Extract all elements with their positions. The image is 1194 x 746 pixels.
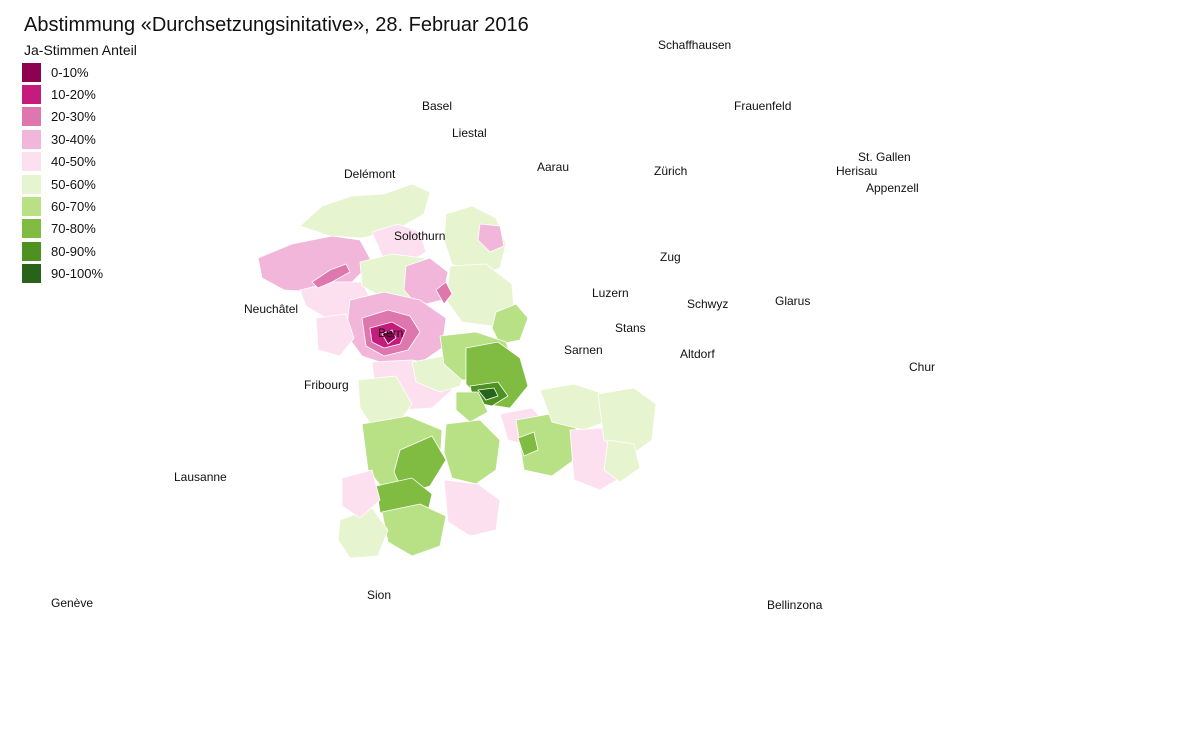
legend-item: 30-40% [22, 128, 103, 150]
legend-label: 60-70% [51, 199, 96, 215]
city-label: Schaffhausen [658, 38, 731, 52]
city-label: Neuchâtel [244, 302, 298, 316]
legend: 0-10% 10-20% 20-30% 30-40% 40-50% 50-60%… [22, 61, 103, 285]
city-label: Solothurn [394, 229, 445, 243]
region-gstaad [337, 507, 389, 559]
region-oberaargau [443, 205, 507, 277]
city-label: Sarnen [564, 343, 603, 357]
city-label: Fribourg [304, 378, 349, 392]
region-frutigen [443, 479, 501, 537]
canton-bern-municipalities [257, 183, 657, 559]
city-label: Zürich [654, 164, 687, 178]
city-label: Lausanne [174, 470, 227, 484]
city-label: Aarau [537, 160, 569, 174]
region-bern-core [381, 329, 397, 345]
city-label: Appenzell [866, 181, 919, 195]
city-label: Chur [909, 360, 935, 374]
region-oberhasli-south [603, 439, 641, 483]
city-label: Sion [367, 588, 391, 602]
map-title: Abstimmung «Durchsetzungsinitative», 28.… [24, 14, 529, 36]
city-label: Glarus [775, 294, 810, 308]
city-label: Herisau [836, 164, 877, 178]
legend-label: 50-60% [51, 176, 96, 192]
legend-item: 80-90% [22, 240, 103, 262]
city-label: Bellinzona [767, 598, 823, 612]
legend-swatch [22, 107, 41, 127]
city-label: Stans [615, 321, 646, 335]
city-label: Delémont [344, 167, 396, 181]
legend-label: 70-80% [51, 221, 96, 237]
city-label: Schwyz [687, 297, 728, 311]
legend-swatch [22, 62, 41, 82]
legend-item: 60-70% [22, 195, 103, 217]
region-pink-south [341, 469, 381, 519]
legend-label: 10-20% [51, 87, 96, 103]
region-thun-west [455, 391, 489, 423]
city-label: Zug [660, 250, 681, 264]
city-label: Frauenfeld [734, 99, 791, 113]
legend-swatch [22, 85, 41, 105]
region-biel [311, 263, 351, 289]
city-label: Bern [378, 326, 403, 340]
legend-swatch [22, 197, 41, 217]
city-label: Basel [422, 99, 452, 113]
city-labels: Schaffhausen Basel Frauenfeld Liestal St… [51, 38, 935, 612]
city-label: St. Gallen [858, 150, 911, 164]
legend-swatch [22, 219, 41, 239]
legend-label: 0-10% [51, 64, 89, 80]
region-lenk [381, 503, 447, 557]
legend-item: 20-30% [22, 106, 103, 128]
legend-label: 20-30% [51, 109, 96, 125]
legend-item: 10-20% [22, 83, 103, 105]
legend-label: 80-90% [51, 243, 96, 259]
legend-title: Ja-Stimmen Anteil [24, 42, 137, 58]
legend-item: 70-80% [22, 218, 103, 240]
region-laupen [315, 313, 355, 357]
legend-swatch [22, 174, 41, 194]
region-langnau [491, 303, 529, 345]
legend-label: 30-40% [51, 131, 96, 147]
legend-swatch [22, 129, 41, 149]
legend-item: 40-50% [22, 151, 103, 173]
legend-label: 90-100% [51, 266, 104, 282]
legend-item: 90-100% [22, 263, 103, 285]
city-label: Altdorf [680, 347, 715, 361]
legend-swatch [22, 152, 41, 172]
region-thun-dark [477, 387, 499, 401]
region-burgdorf-red [435, 281, 453, 305]
region-spiez [443, 419, 501, 485]
city-label: Liestal [452, 126, 487, 140]
legend-swatch [22, 264, 41, 284]
legend-label: 40-50% [51, 154, 96, 170]
legend-item: 50-60% [22, 173, 103, 195]
city-label: Luzern [592, 286, 629, 300]
region-oberhasli [597, 387, 657, 457]
region-oberaargau-pink [477, 223, 505, 253]
city-label: Genève [51, 596, 93, 610]
region-lauterbrunnen [517, 431, 539, 457]
legend-item: 0-10% [22, 61, 103, 83]
legend-swatch [22, 241, 41, 261]
